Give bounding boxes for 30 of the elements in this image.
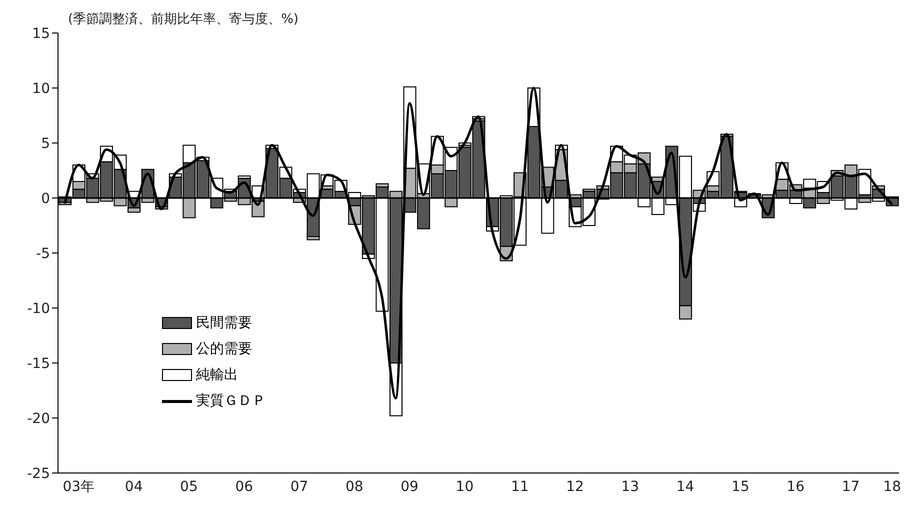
x-tick-label: 10	[456, 478, 474, 495]
x-tick-label: 06	[235, 478, 254, 495]
x-tick-label: 11	[510, 478, 529, 495]
chart-title: (季節調整済、前期比年率、寄与度、%)	[68, 11, 298, 28]
x-tick-label: 12	[566, 478, 584, 495]
x-tick-label: 14	[676, 478, 694, 495]
legend-label: 実質ＧＤＰ	[196, 392, 266, 410]
x-tick-label: 05	[180, 478, 198, 495]
x-tick-label: 17	[842, 478, 860, 495]
y-tick-label: 15	[32, 26, 50, 42]
x-tick-label: 03年	[62, 478, 95, 495]
y-tick-label: 10	[32, 80, 50, 97]
y-tick-label: -20	[27, 410, 50, 427]
y-tick-label: 5	[41, 136, 50, 152]
x-tick-label: 18	[883, 478, 902, 495]
x-tick-label: 09	[400, 478, 418, 495]
y-tick-label: -5	[36, 246, 50, 262]
legend-label: 公的需要	[196, 340, 252, 358]
y-tick-label: -10	[27, 300, 50, 317]
y-tick-label: 0	[41, 190, 50, 207]
y-tick-label: -15	[27, 356, 50, 372]
x-tick-label: 08	[346, 478, 364, 495]
x-tick-label: 15	[732, 478, 750, 495]
legend-label: 純輸出	[196, 366, 238, 384]
x-tick-label: 13	[621, 478, 640, 495]
x-tick-label: 07	[290, 478, 308, 495]
y-tick-label: -25	[27, 466, 50, 482]
legend-label: 民間需要	[196, 314, 252, 332]
x-tick-label: 16	[786, 478, 805, 495]
x-tick-label: 04	[124, 478, 143, 495]
